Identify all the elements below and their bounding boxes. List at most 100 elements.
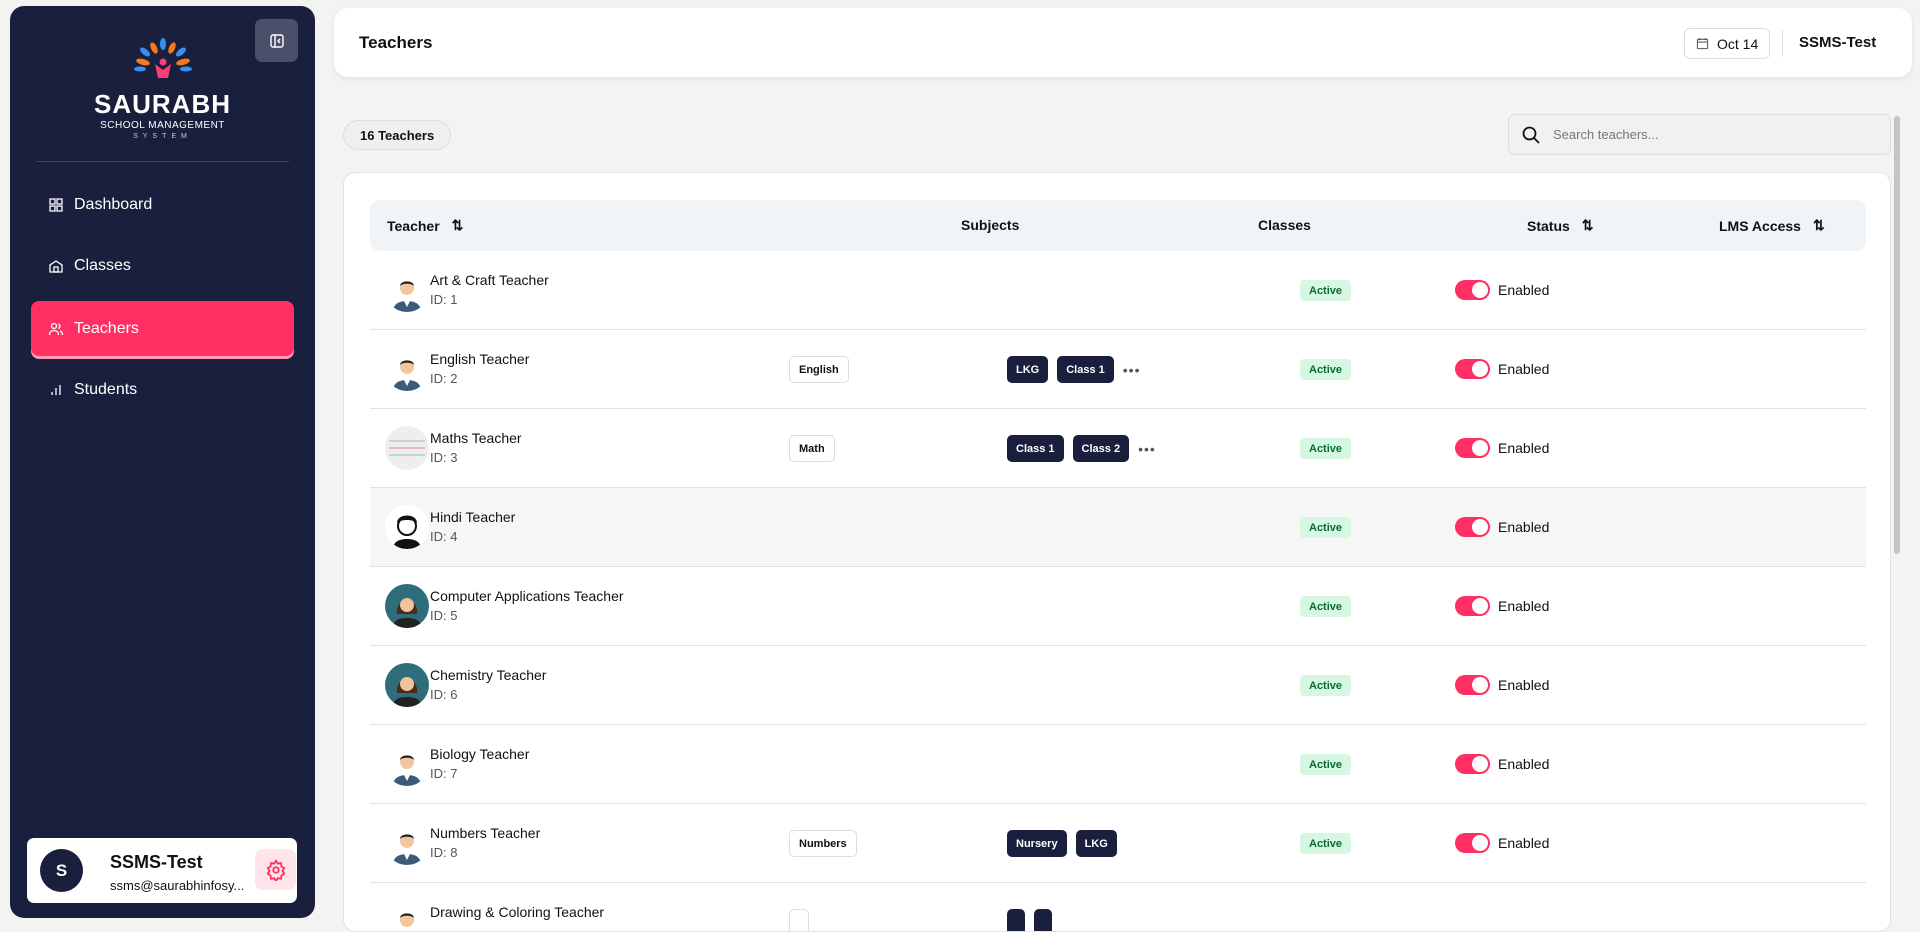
class-tag [1007,909,1025,931]
sidebar-item-classes[interactable]: Classes [31,238,294,293]
column-label: Classes [1258,217,1311,233]
user-email: ssms@saurabhinfosy... [110,878,245,893]
column-lms-access[interactable]: LMS Access ⇅ [1719,217,1825,234]
teacher-count-badge: 16 Teachers [343,120,452,150]
status-badge: Active [1300,833,1352,854]
lms-label: Enabled [1498,361,1550,377]
teacher-name[interactable]: Art & Craft Teacher [430,272,549,288]
teacher-id: ID: 5 [430,608,458,623]
class-tags: Nursery LKG [1007,830,1117,857]
status-badge: Active [1300,596,1352,617]
class-tag: LKG [1007,356,1049,383]
status-badge: Active [1300,754,1352,775]
lms-label: Enabled [1498,598,1550,614]
teacher-name[interactable]: Drawing & Coloring Teacher [430,904,605,920]
lms-toggle[interactable] [1455,359,1490,379]
teacher-avatar [385,584,429,628]
search-input[interactable] [1553,127,1853,142]
status-badge: Active [1300,517,1352,538]
teacher-id: ID: 7 [430,766,458,781]
class-tags [1007,909,1052,931]
table-row[interactable]: Computer Applications Teacher ID: 5 Activ… [370,567,1866,646]
table-header: Teacher ⇅ Subjects Classes Status ⇅ LMS Ac… [370,200,1866,251]
sidebar: SAURABH SCHOOL MANAGEMENT SYSTEM Dashboa… [10,6,315,918]
sidebar-item-label: Students [74,380,138,398]
more-icon[interactable]: ••• [1122,361,1141,378]
sort-icon: ⇅ [1581,217,1594,233]
scrollbar[interactable] [1894,116,1900,554]
sidebar-collapse-icon [269,33,284,48]
sidebar-item-label: Classes [74,256,131,274]
lms-access: Enabled [1455,280,1549,300]
lms-toggle[interactable] [1455,596,1490,616]
teacher-name[interactable]: Biology Teacher [430,746,530,762]
sidebar-item-teachers[interactable]: Teachers [31,301,294,356]
teacher-id: ID: 8 [430,845,458,860]
more-icon[interactable]: ••• [1138,440,1156,457]
lms-toggle[interactable] [1455,517,1490,537]
header-user[interactable]: SSMS-Test [1799,34,1877,51]
page-title: Teachers [359,33,433,52]
dashboard-icon [49,197,63,212]
lms-label: Enabled [1498,519,1550,535]
lms-access: Enabled [1455,833,1549,853]
lms-toggle[interactable] [1455,833,1490,853]
logo-flower-icon [133,38,192,78]
lms-access: Enabled [1455,359,1549,379]
table-row[interactable]: English Teacher ID: 2 English LKG Class 1 ••… [370,330,1866,409]
logo-system: SYSTEM [133,133,192,140]
logo-brand: SAURABH [94,89,231,119]
date-button[interactable]: Oct 14 [1684,28,1771,59]
status-badge: Active [1300,359,1352,380]
lms-toggle[interactable] [1455,754,1490,774]
sidebar-item-label: Dashboard [74,195,153,213]
sidebar-divider [36,161,289,162]
class-tag: Class 1 [1057,356,1114,383]
column-label: Status [1527,217,1570,234]
table-row[interactable]: Numbers Teacher ID: 8 Numbers Nursery LKG Ac… [370,804,1866,883]
subject-tag: English [789,356,849,383]
table-row[interactable]: Chemistry Teacher ID: 6 Active Enabled [370,646,1866,725]
teacher-id: ID: 4 [430,529,458,544]
table-row[interactable]: Maths Teacher ID: 3 Math Class 1 Class 2 •••… [370,409,1866,488]
sidebar-item-dashboard[interactable]: Dashboard [31,177,294,232]
teacher-avatar [385,268,429,312]
gear-icon [265,858,286,881]
teacher-name[interactable]: Hindi Teacher [430,509,516,525]
search-box[interactable] [1508,114,1891,155]
teacher-avatar [385,663,429,707]
calendar-icon [1696,37,1709,50]
logo-subtitle: SCHOOL MANAGEMENT [100,120,225,131]
users-icon [48,322,64,335]
table-row[interactable]: Art & Craft Teacher ID: 1 Active Enabled [370,251,1866,330]
lms-label: Enabled [1498,756,1550,772]
table-row[interactable]: Biology Teacher ID: 7 Active Enabled [370,725,1866,804]
lms-label: Enabled [1498,282,1550,298]
teacher-name[interactable]: Numbers Teacher [430,825,541,841]
teacher-avatar [385,742,429,786]
class-tag: LKG [1075,830,1117,857]
teacher-name[interactable]: Maths Teacher [430,430,522,446]
teacher-avatar [385,821,429,865]
class-tags: Class 1 Class 2 ••• [1007,435,1156,462]
teacher-name[interactable]: Computer Applications Teacher [430,588,624,604]
status-badge: Active [1300,438,1352,459]
teacher-avatar [385,900,429,931]
column-label: Teacher [387,217,440,234]
teacher-name[interactable]: English Teacher [430,351,530,367]
class-tag [1034,909,1052,931]
lms-toggle[interactable] [1455,438,1490,458]
subject-tag: Math [789,435,835,462]
column-teacher[interactable]: Teacher ⇅ [387,217,463,234]
lms-toggle[interactable] [1455,675,1490,695]
collapse-sidebar-button[interactable] [255,19,298,62]
settings-button[interactable] [255,849,296,890]
table-row[interactable]: Hindi Teacher ID: 4 Active Enabled [370,488,1866,567]
sidebar-item-label: Teachers [74,319,139,337]
lms-toggle[interactable] [1455,280,1490,300]
teacher-id: ID: 6 [430,687,458,702]
column-status[interactable]: Status ⇅ [1527,217,1594,234]
sidebar-item-students[interactable]: Students [31,362,294,417]
teacher-name[interactable]: Chemistry Teacher [430,667,547,683]
sort-icon: ⇅ [451,217,464,233]
